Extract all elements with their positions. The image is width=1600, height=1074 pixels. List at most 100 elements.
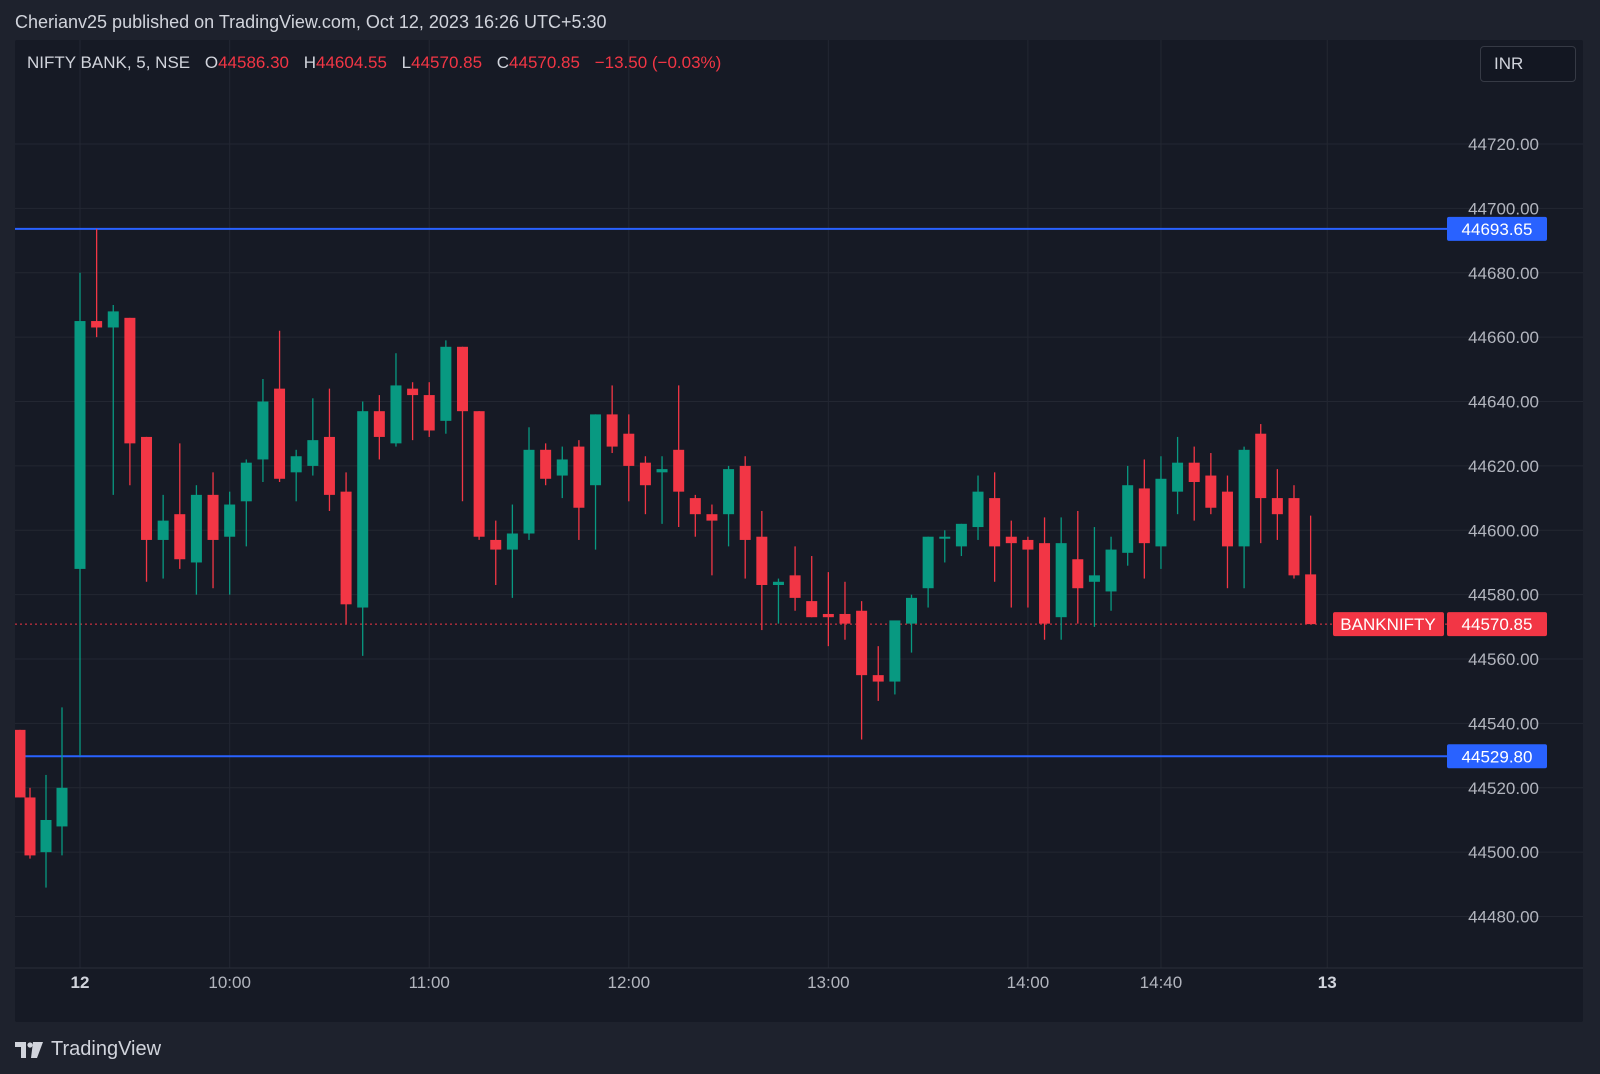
x-tick-label: 13 <box>1318 973 1337 992</box>
y-tick-label: 44540.00 <box>1468 714 1539 733</box>
candle <box>340 491 352 605</box>
tradingview-logo-icon <box>15 1041 43 1058</box>
candle <box>822 613 834 618</box>
candle <box>989 498 1001 547</box>
legend-open-value: 44586.30 <box>218 53 289 72</box>
legend-high-label: H <box>303 53 317 72</box>
last-price-symbol-label: BANKNIFTY <box>1340 615 1435 634</box>
brand-name: TradingView <box>51 1038 162 1060</box>
candle <box>706 514 718 521</box>
y-tick-label: 44480.00 <box>1468 908 1539 927</box>
candle <box>639 462 651 486</box>
candle <box>872 675 884 682</box>
chart-panel[interactable] <box>15 40 1583 1022</box>
candle <box>806 601 818 618</box>
candle <box>390 385 402 444</box>
candle <box>440 346 452 421</box>
candle <box>723 469 735 515</box>
candle <box>257 401 269 460</box>
legend-symbol[interactable]: NIFTY BANK, 5, NSE <box>27 53 191 72</box>
candle <box>1305 574 1317 625</box>
candle <box>573 446 585 508</box>
candle <box>224 504 236 537</box>
candle <box>689 498 701 515</box>
x-tick-label: 11:00 <box>409 973 450 992</box>
x-tick-label: 10:00 <box>208 973 251 992</box>
candle <box>1205 475 1217 508</box>
candle <box>1271 498 1283 515</box>
currency-button[interactable]: INR <box>1480 46 1576 82</box>
candle <box>1005 536 1017 544</box>
candle <box>673 449 685 492</box>
candle <box>656 469 668 473</box>
last-price-symbol-tag <box>1333 612 1444 637</box>
prev-session-candle <box>56 787 68 827</box>
candle <box>240 462 252 502</box>
y-tick-label: 44720.00 <box>1468 135 1539 154</box>
candle <box>556 459 568 476</box>
y-tick-label: 44580.00 <box>1468 586 1539 605</box>
candle <box>939 536 951 539</box>
legend-high-value: 44604.55 <box>316 53 387 72</box>
candle <box>290 456 302 473</box>
candle <box>373 411 385 437</box>
candle <box>1022 539 1034 550</box>
y-tick-label: 44680.00 <box>1468 264 1539 283</box>
candle <box>889 620 901 682</box>
tradingview-brand[interactable]: TradingView <box>15 1038 161 1061</box>
candle <box>523 449 535 534</box>
candle <box>407 388 419 396</box>
candle <box>1288 498 1300 576</box>
candle <box>274 388 286 479</box>
x-tick-label: 13:00 <box>807 973 850 992</box>
prev-session-candle <box>15 729 26 798</box>
candle <box>190 494 202 563</box>
candle <box>1088 575 1100 582</box>
candle <box>1155 478 1167 547</box>
level-price-tag <box>1447 216 1547 241</box>
candle <box>1255 433 1267 499</box>
candle <box>772 581 784 586</box>
level-price-label: 44693.65 <box>1462 220 1533 239</box>
candle <box>473 411 485 537</box>
candle <box>1072 559 1084 589</box>
candle <box>955 523 967 547</box>
candle <box>623 433 635 466</box>
candle <box>922 536 934 589</box>
candle <box>124 317 136 444</box>
x-tick-label: 12 <box>71 973 90 992</box>
publish-info: Cherianv25 published on TradingView.com,… <box>15 12 607 32</box>
candlestick-chart[interactable]: 44720.00 44700.00 44680.00 44660.00 44640.00… <box>15 40 1583 1022</box>
candle <box>756 536 768 586</box>
candle <box>506 533 518 550</box>
candle <box>423 395 435 431</box>
candle <box>307 440 319 466</box>
candle <box>1055 543 1067 618</box>
x-tick-label: 14:40 <box>1140 973 1183 992</box>
y-tick-label: 44660.00 <box>1468 328 1539 347</box>
prev-session-candle <box>24 797 36 856</box>
candle <box>207 494 219 540</box>
y-tick-label: 44700.00 <box>1468 199 1539 218</box>
candle <box>107 311 119 328</box>
candle <box>1105 549 1117 592</box>
last-price-tag <box>1447 612 1547 637</box>
candle <box>739 465 751 540</box>
candle <box>856 610 868 676</box>
candle <box>1138 488 1150 544</box>
candle <box>174 514 186 560</box>
candle <box>141 436 153 540</box>
price-labels: 44693.65 44529.80 BANKNIFTY 44570.85 <box>1333 216 1547 769</box>
candle <box>357 411 369 608</box>
legend-close-value: 44570.85 <box>509 53 580 72</box>
legend-low-label: L <box>401 53 412 72</box>
candle <box>1221 491 1233 547</box>
candle <box>1122 485 1134 553</box>
x-tick-label: 14:00 <box>1007 973 1050 992</box>
candle <box>972 491 984 528</box>
candle <box>1188 462 1200 482</box>
time-axis: 12 10:00 11:00 12:00 13:00 14:00 14:40 13 <box>71 973 1337 992</box>
candle <box>74 321 86 569</box>
horizontal-levels <box>15 227 1447 758</box>
candle <box>540 449 552 479</box>
